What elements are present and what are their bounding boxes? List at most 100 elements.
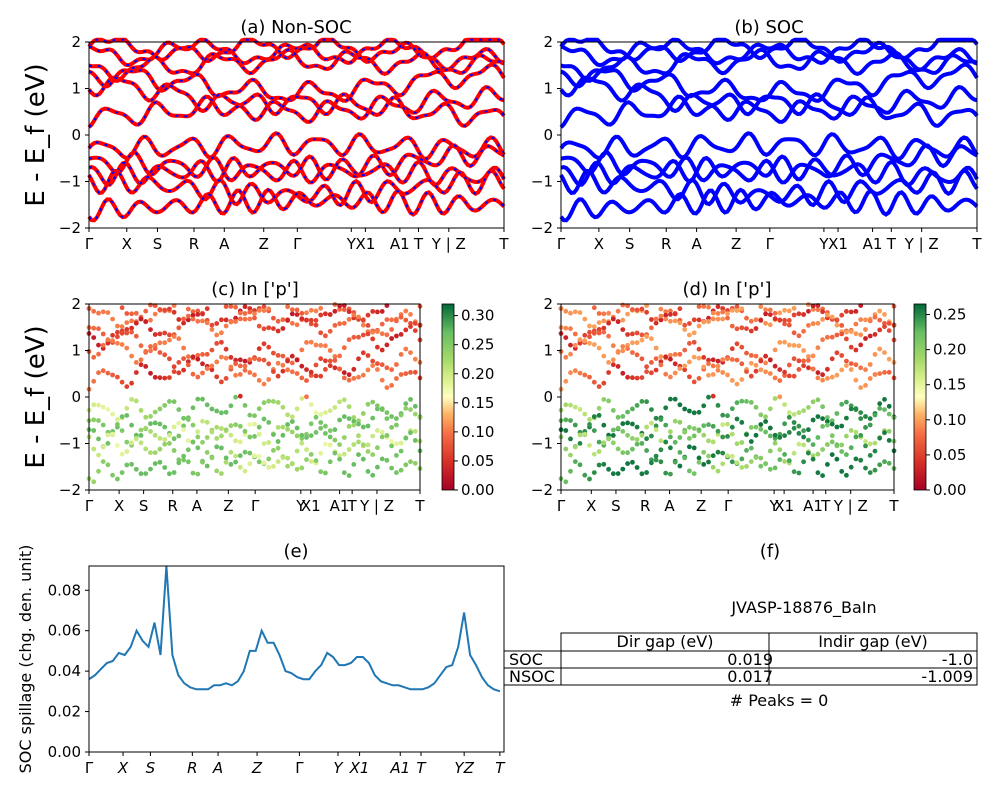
projection-point xyxy=(734,341,740,347)
projection-point xyxy=(294,425,300,431)
projection-point xyxy=(280,362,286,368)
projection-point xyxy=(105,337,111,343)
projection-point xyxy=(796,441,802,447)
projection-point xyxy=(96,326,101,332)
projection-point xyxy=(346,473,352,478)
projection-point xyxy=(360,442,366,448)
projection-point xyxy=(668,356,673,362)
y-tick-label: 0.08 xyxy=(48,581,81,599)
projection-point xyxy=(786,410,792,415)
y-tick-label: −1 xyxy=(531,173,553,191)
projection-point xyxy=(777,447,783,453)
projection-point xyxy=(346,404,352,410)
projection-point xyxy=(214,359,220,365)
projection-point xyxy=(829,452,835,457)
projection-point xyxy=(327,358,333,364)
projection-point xyxy=(644,448,649,453)
projection-point xyxy=(110,316,115,322)
y-tick-label: −1 xyxy=(59,435,81,453)
projection-point xyxy=(256,378,262,383)
projection-point xyxy=(672,418,678,424)
projection-point xyxy=(337,399,342,405)
projection-point xyxy=(596,405,602,411)
k-point-label: T xyxy=(888,497,899,515)
projection-point xyxy=(289,311,295,317)
projection-point xyxy=(753,353,759,359)
projection-point xyxy=(375,309,380,315)
k-point-label: A1 xyxy=(803,497,823,515)
projection-point xyxy=(167,306,172,312)
projection-point xyxy=(867,416,873,421)
projection-point xyxy=(672,311,678,317)
projection-point xyxy=(341,414,347,419)
projection-point xyxy=(801,408,806,414)
projection-point xyxy=(167,471,172,477)
y-tick-label: 0.02 xyxy=(48,703,81,721)
projection-point xyxy=(572,342,578,348)
projection-point xyxy=(786,362,792,368)
projection-point xyxy=(677,402,683,408)
projection-point xyxy=(772,432,778,438)
projection-point xyxy=(639,306,645,312)
projection-point xyxy=(110,431,115,437)
projection-point xyxy=(275,373,281,379)
projection-point xyxy=(748,353,754,358)
projection-point xyxy=(152,374,158,380)
projection-point xyxy=(653,316,659,322)
projection-point xyxy=(715,363,721,369)
projection-point xyxy=(672,439,678,445)
projection-point xyxy=(313,308,319,314)
projection-point xyxy=(408,370,413,375)
projection-point xyxy=(181,367,187,373)
projection-point xyxy=(820,337,825,343)
k-point-label: T xyxy=(820,497,831,515)
projection-point xyxy=(710,464,716,470)
projection-point xyxy=(228,432,234,438)
projection-point xyxy=(190,316,196,322)
projection-point xyxy=(682,327,688,332)
projection-point xyxy=(190,309,196,314)
projection-point xyxy=(233,357,239,363)
projection-point xyxy=(365,442,371,448)
band-line-overlay xyxy=(88,188,505,222)
projection-point xyxy=(758,422,764,427)
k-point-label: Γ xyxy=(293,235,302,253)
projection-point xyxy=(280,424,286,430)
band-line xyxy=(559,131,979,162)
projection-point xyxy=(872,352,878,357)
projection-point xyxy=(304,378,309,383)
projection-point xyxy=(280,455,286,460)
projection-point xyxy=(763,320,768,326)
projection-point xyxy=(370,399,376,405)
projection-point xyxy=(710,453,716,459)
projection-point xyxy=(710,423,716,429)
projection-point xyxy=(308,459,314,464)
projection-point xyxy=(848,361,854,366)
projection-point xyxy=(610,316,616,322)
projection-point xyxy=(289,320,295,326)
projection-point xyxy=(877,371,883,376)
projection-point xyxy=(701,355,707,360)
projection-point xyxy=(341,435,347,440)
projection-point xyxy=(389,327,394,332)
projection-point xyxy=(886,428,892,434)
projection-point xyxy=(256,431,262,437)
projection-point xyxy=(658,438,664,444)
projection-point xyxy=(853,347,859,353)
projection-point xyxy=(796,311,802,317)
projection-point xyxy=(630,307,635,312)
projection-point xyxy=(872,372,878,377)
projection-point xyxy=(96,402,101,408)
table-row-label: SOC xyxy=(509,650,543,669)
projection-point xyxy=(591,451,597,457)
projection-point xyxy=(882,459,887,465)
projection-point xyxy=(682,429,688,435)
projection-point xyxy=(398,372,404,377)
projection-point xyxy=(157,375,163,381)
projection-point xyxy=(620,414,626,419)
projection-point xyxy=(767,425,773,431)
projection-point xyxy=(858,457,864,463)
projection-point xyxy=(176,360,182,365)
projection-point xyxy=(710,393,716,399)
projection-point xyxy=(171,309,177,315)
